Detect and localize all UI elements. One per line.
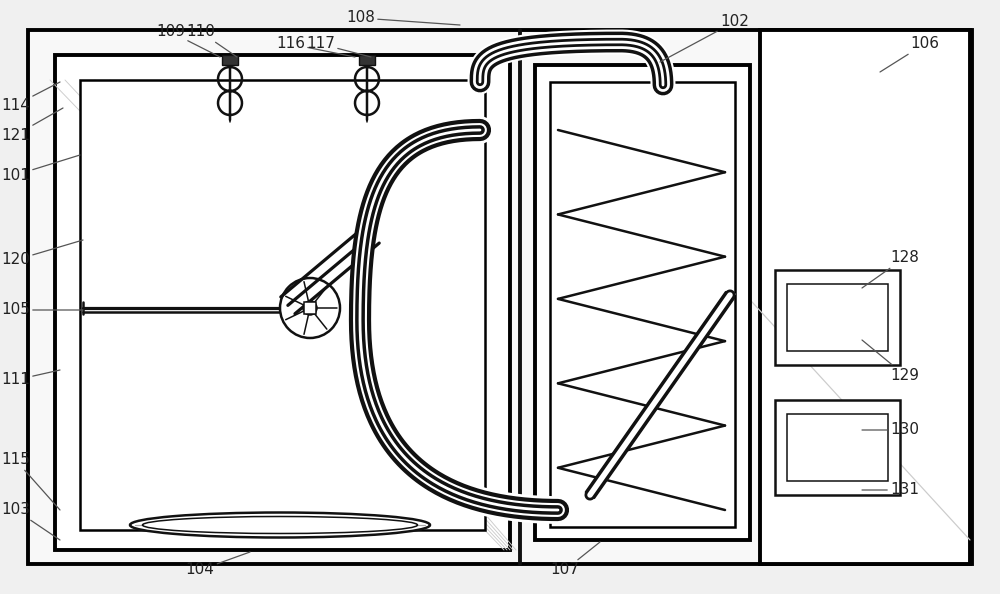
Text: 104: 104 xyxy=(186,552,250,577)
Text: 102: 102 xyxy=(660,14,749,62)
Text: 130: 130 xyxy=(862,422,919,438)
Bar xyxy=(535,65,750,540)
Text: 120: 120 xyxy=(1,240,83,267)
Text: 131: 131 xyxy=(862,482,919,498)
Text: 114: 114 xyxy=(1,82,60,112)
Text: 107: 107 xyxy=(551,542,600,577)
Bar xyxy=(222,55,238,65)
Ellipse shape xyxy=(143,517,418,533)
Bar xyxy=(304,302,316,314)
Text: 108: 108 xyxy=(346,11,460,26)
Text: 106: 106 xyxy=(880,36,939,72)
Text: 109: 109 xyxy=(156,24,220,57)
Text: 128: 128 xyxy=(862,251,919,288)
Bar xyxy=(775,400,900,495)
Ellipse shape xyxy=(130,513,430,538)
Text: 115: 115 xyxy=(1,453,60,510)
Bar xyxy=(550,82,735,527)
Text: 129: 129 xyxy=(862,340,919,383)
Bar xyxy=(775,270,900,365)
Text: 111: 111 xyxy=(1,370,60,387)
Text: 103: 103 xyxy=(1,503,60,540)
Bar xyxy=(787,284,888,351)
Text: 110: 110 xyxy=(186,24,237,57)
Text: 105: 105 xyxy=(1,302,83,318)
Text: 116: 116 xyxy=(276,36,355,57)
Bar xyxy=(28,30,972,564)
Text: 101: 101 xyxy=(1,155,80,182)
Bar xyxy=(80,80,485,530)
Bar xyxy=(760,30,970,564)
Bar xyxy=(359,55,375,65)
Circle shape xyxy=(303,301,317,315)
Bar xyxy=(55,55,510,550)
Bar xyxy=(787,414,888,481)
Text: 121: 121 xyxy=(1,108,63,143)
Text: 117: 117 xyxy=(306,36,371,57)
Circle shape xyxy=(280,278,340,338)
